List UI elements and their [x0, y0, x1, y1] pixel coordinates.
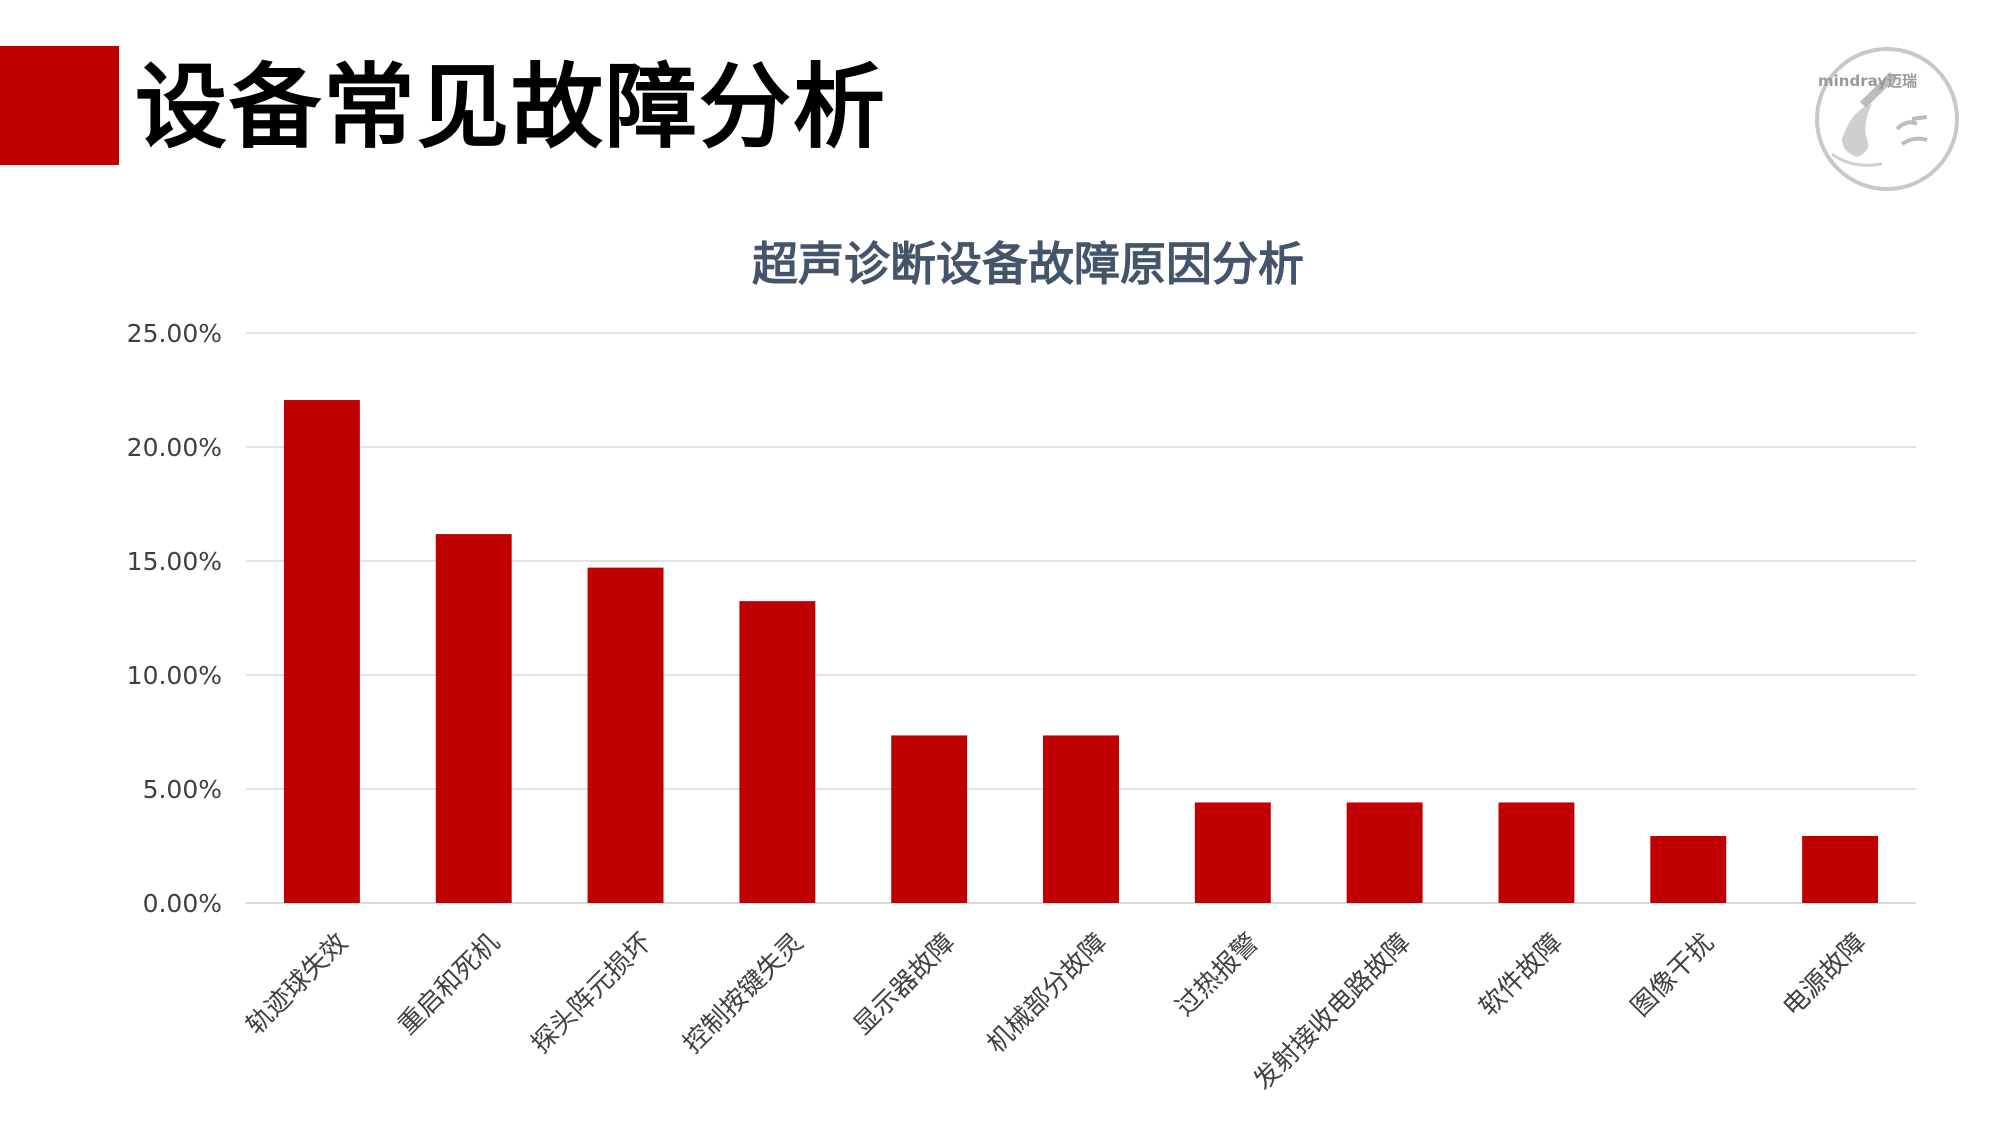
bar — [1043, 735, 1119, 903]
gridlines — [246, 332, 1916, 904]
x-category-label: 电源故障 — [1777, 928, 1872, 1023]
bars — [283, 400, 1879, 903]
x-axis-labels: 轨迹球失效 重启和死机 探头阵元损坏 控制按键失灵 显示器故障 机械部分故障 过热报警发射接… — [241, 928, 1872, 1096]
x-category-label: 轨迹球失效 — [241, 928, 354, 1041]
bar — [1498, 802, 1575, 903]
bar — [891, 735, 968, 903]
bar — [1194, 802, 1271, 903]
chart-title: 超声诊断设备故障原因分析 — [752, 237, 1304, 291]
x-category-label: 机械部分故障 — [981, 928, 1113, 1060]
x-category-label: 控制按键失灵 — [678, 928, 810, 1060]
y-tick-label: 25.00% — [127, 319, 222, 348]
bar — [739, 601, 816, 903]
y-tick-label: 5.00% — [143, 775, 222, 804]
y-tick-label: 10.00% — [127, 661, 222, 690]
x-category-label: 探头阵元损坏 — [526, 928, 658, 1060]
bar — [587, 567, 664, 903]
bar — [1346, 802, 1423, 903]
x-category-label: 显示器故障 — [848, 928, 961, 1041]
x-category-label: 过热报警 — [1170, 928, 1265, 1023]
y-axis-ticks: 0.00% 5.00% 10.00% 15.00% 20.00% 25.00% — [127, 319, 222, 918]
slide-title: 设备常见故障分析 — [135, 54, 888, 161]
x-category-label: 重启和死机 — [393, 928, 506, 1041]
title-accent-bar — [0, 46, 119, 165]
mindray-quality-seal-icon — [1815, 47, 1959, 191]
x-category-label: 软件故障 — [1474, 928, 1569, 1023]
y-tick-label: 20.00% — [127, 433, 222, 462]
logo-brand-text: mindray迈瑞 — [1818, 72, 1918, 90]
x-category-label: 发射接收电路故障 — [1248, 928, 1416, 1096]
bar — [435, 534, 512, 903]
bar — [283, 400, 360, 903]
bar — [1802, 835, 1879, 903]
y-tick-label: 0.00% — [143, 889, 222, 918]
x-category-label: 图像干扰 — [1625, 928, 1720, 1023]
bar — [1650, 835, 1727, 903]
y-tick-label: 15.00% — [127, 547, 222, 576]
